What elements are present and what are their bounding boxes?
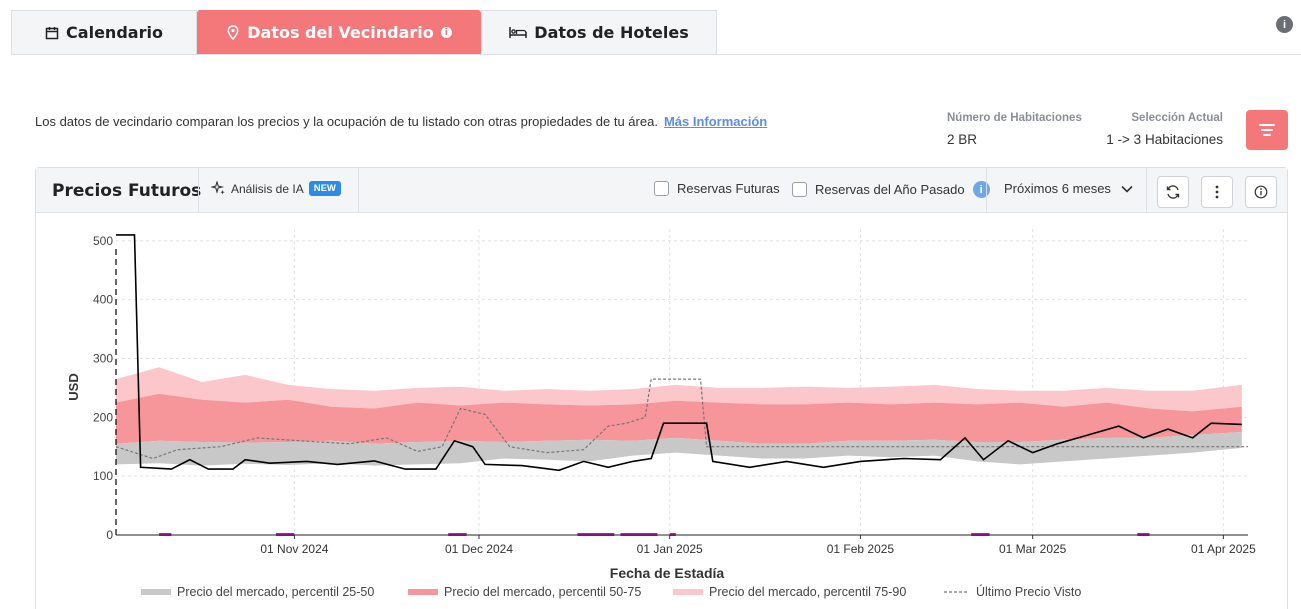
tab-datos-vecindario[interactable]: Datos del Vecindario i	[197, 10, 481, 54]
filter-icon	[1259, 124, 1275, 126]
x-tick-label: 01 Mar 2025	[999, 542, 1067, 556]
chart-grid	[116, 229, 1248, 535]
date-range-select[interactable]: Próximos 6 meses	[1004, 181, 1133, 196]
selection-stat: Selección Actual 1 -> 3 Habitaciones	[1100, 112, 1223, 147]
bed-icon	[509, 26, 528, 40]
band-series	[116, 432, 1242, 466]
listing-price-line	[116, 234, 1242, 472]
legend-swatch	[141, 589, 171, 595]
y-tick-label: 200	[93, 410, 113, 424]
x-tick-label: 01 Nov 2024	[260, 542, 328, 556]
refresh-icon	[1166, 185, 1180, 199]
x-tick-label: 01 Jan 2025	[637, 542, 703, 556]
checkbox-box[interactable]	[654, 181, 669, 196]
divider	[1146, 168, 1147, 212]
legend-label: Último Precio Visto	[976, 584, 1081, 599]
rooms-label: Número de Habitaciones	[947, 112, 1082, 124]
neighborhood-description: Los datos de vecindario comparan los pre…	[35, 114, 768, 129]
more-info-link[interactable]: Más Información	[663, 114, 768, 129]
selection-label: Selección Actual	[1131, 112, 1223, 124]
tab-divider	[11, 54, 1301, 55]
tab-label: Datos de Hoteles	[534, 23, 689, 42]
checkbox-label: Reservas Futuras	[677, 181, 780, 196]
new-badge: NEW	[308, 181, 341, 196]
y-tick-label: 100	[93, 469, 113, 483]
more-options-button[interactable]	[1201, 176, 1233, 208]
panel-header: Precios Futuros Análisis de IA NEW Reser…	[36, 168, 1287, 213]
refresh-button[interactable]	[1157, 176, 1189, 208]
band-series	[116, 393, 1242, 444]
selection-value: 1 -> 3 Habitaciones	[1106, 132, 1223, 147]
ai-analysis-button[interactable]: Análisis de IA NEW	[211, 181, 341, 196]
chart-info-button[interactable]	[1245, 176, 1277, 208]
sparkle-icon	[211, 181, 225, 195]
x-tick-label: 01 Dec 2024	[445, 542, 513, 556]
calendar-icon	[45, 26, 59, 40]
chart-legend: Precio del mercado, percentil 25-50 Preci…	[141, 584, 1081, 599]
legend-label: Precio del mercado, percentil 75-90	[709, 585, 906, 599]
date-range-value: Próximos 6 meses	[1004, 181, 1111, 196]
chart-bands	[116, 367, 1242, 466]
info-icon[interactable]: i	[972, 181, 990, 198]
future-bookings-checkbox[interactable]: Reservas Futuras	[654, 181, 780, 196]
info-icon: i	[440, 27, 452, 38]
tab-calendario[interactable]: Calendario	[11, 10, 197, 54]
help-info-icon[interactable]: i	[1276, 16, 1293, 33]
last-seen-price-line	[115, 378, 1248, 460]
divider	[986, 168, 987, 212]
y-axis-label: USD	[66, 373, 81, 400]
info-icon	[1254, 185, 1268, 199]
tab-label: Calendario	[66, 23, 163, 42]
location-pin-icon	[226, 25, 240, 40]
panel-title: Precios Futuros	[52, 181, 202, 201]
tab-label: Datos del Vecindario	[247, 23, 434, 42]
legend-swatch	[408, 589, 438, 595]
legend-swatch	[673, 589, 703, 595]
filter-button[interactable]	[1246, 110, 1288, 150]
legend-label: Precio del mercado, percentil 50-75	[444, 585, 641, 599]
x-tick-label: 01 Apr 2025	[1191, 542, 1256, 556]
last-year-bookings-checkbox[interactable]: Reservas del Año Pasado i	[792, 181, 990, 198]
chevron-down-icon	[1121, 185, 1133, 193]
y-tick-label: 300	[93, 351, 113, 365]
x-axis-label: Fecha de Estadía	[610, 565, 725, 581]
checkbox-box[interactable]	[792, 182, 807, 197]
tab-bar: Calendario Datos del Vecindario i Datos …	[11, 10, 717, 54]
legend-label: Precio del mercado, percentil 25-50	[177, 585, 374, 599]
rooms-stat: Número de Habitaciones 2 BR	[947, 112, 1082, 147]
more-vertical-icon	[1215, 185, 1219, 199]
x-tick-label: 01 Feb 2025	[827, 542, 895, 556]
chart-axes: 0 100 200 300 400 500 01 Nov 2024 01 Dec 2024 01…	[66, 234, 1256, 581]
rooms-value: 2 BR	[947, 132, 978, 147]
divider	[198, 168, 199, 212]
band-series	[116, 367, 1242, 412]
y-tick-label: 500	[93, 234, 113, 248]
y-tick-label: 0	[106, 528, 113, 542]
future-prices-chart: 0 100 200 300 400 500 01 Nov 2024 01 Dec 2024 01…	[66, 229, 1256, 599]
tab-datos-hoteles[interactable]: Datos de Hoteles	[481, 10, 717, 54]
future-prices-panel: Precios Futuros Análisis de IA NEW Reser…	[35, 167, 1288, 609]
checkbox-label: Reservas del Año Pasado	[815, 182, 965, 197]
y-tick-label: 400	[93, 293, 113, 307]
ai-analysis-label: Análisis de IA	[231, 181, 304, 196]
divider	[358, 168, 359, 212]
